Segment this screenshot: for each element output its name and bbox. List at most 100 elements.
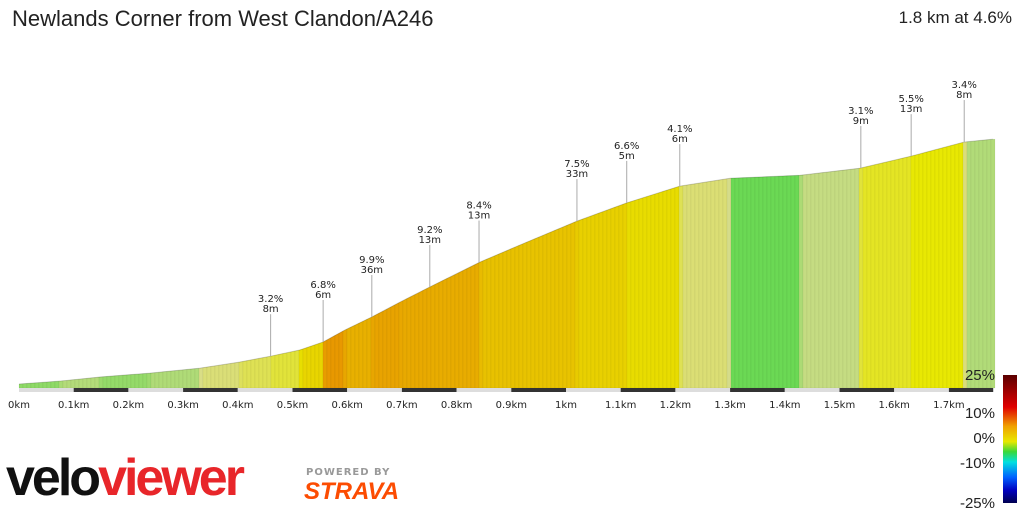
profile-slice xyxy=(962,141,968,389)
x-tick-label: 0.7km xyxy=(386,400,417,411)
powered-by-label: POWERED BY xyxy=(306,467,391,478)
profile-slice xyxy=(110,375,116,389)
profile-slice xyxy=(862,166,868,389)
profile-slice xyxy=(922,151,928,389)
profile-slice xyxy=(246,359,252,389)
profile-slice xyxy=(126,374,132,389)
profile-slice xyxy=(46,381,52,389)
profile-slice xyxy=(278,353,284,389)
profile-slice xyxy=(414,292,420,389)
profile-slice xyxy=(430,283,436,389)
x-tick-label: 0.2km xyxy=(113,400,144,411)
profile-slice xyxy=(514,245,520,389)
profile-slice xyxy=(582,217,588,389)
annotation-grade: 4.1% xyxy=(667,124,692,135)
profile-slice xyxy=(510,246,516,389)
profile-slice xyxy=(42,381,48,389)
profile-slice xyxy=(342,328,348,389)
page-title: Newlands Corner from West Clandon/A246 xyxy=(12,6,434,31)
profile-slice xyxy=(262,356,268,389)
strava-logo: STRAVA xyxy=(304,478,400,505)
profile-slice xyxy=(990,138,996,389)
profile-slice xyxy=(618,203,624,389)
x-tick-label: 1.6km xyxy=(878,400,909,411)
profile-slice xyxy=(570,221,576,389)
profile-slice xyxy=(418,290,424,389)
profile-slice xyxy=(730,177,736,389)
profile-slice xyxy=(750,176,756,389)
profile-slice xyxy=(226,363,232,389)
x-tick-label: 0.4km xyxy=(222,400,253,411)
x-tick-label: 1.7km xyxy=(933,400,964,411)
profile-slice xyxy=(838,169,844,389)
profile-slice xyxy=(350,324,356,389)
profile-slice xyxy=(154,371,160,389)
annotation-grade: 7.5% xyxy=(564,159,589,170)
profile-slice xyxy=(78,378,84,389)
profile-slice xyxy=(378,310,384,389)
x-tick-label: 0.3km xyxy=(167,400,198,411)
profile-slice xyxy=(934,148,940,389)
legend-label: 25% xyxy=(965,367,995,384)
profile-slice xyxy=(234,361,240,389)
profile-slice xyxy=(150,372,156,389)
profile-slice xyxy=(866,165,872,389)
profile-slice xyxy=(946,145,952,389)
profile-slice xyxy=(678,185,684,389)
annotation-grade: 6.8% xyxy=(310,280,335,291)
profile-slice xyxy=(58,380,64,389)
climb-summary: 1.8 km at 4.6% xyxy=(898,8,1012,27)
axis-segment xyxy=(620,388,676,392)
profile-slice xyxy=(282,352,288,389)
profile-slice xyxy=(370,314,376,389)
profile-slice xyxy=(450,274,456,389)
profile-slice xyxy=(462,268,468,389)
profile-slice xyxy=(762,176,768,389)
legend-label: -25% xyxy=(960,495,995,512)
x-tick-label: 0.1km xyxy=(58,400,89,411)
profile-outline xyxy=(18,138,994,385)
profile-slice xyxy=(770,176,776,389)
profile-slice xyxy=(478,260,484,389)
profile-slice xyxy=(398,300,404,389)
profile-slice xyxy=(870,164,876,389)
profile-slice xyxy=(422,287,428,389)
profile-slice xyxy=(138,373,144,389)
profile-slice xyxy=(630,199,636,389)
profile-slice xyxy=(54,380,60,389)
profile-slice xyxy=(554,228,560,389)
x-tick-label: 1.3km xyxy=(714,400,745,411)
profile-slice xyxy=(90,377,96,389)
profile-slice xyxy=(346,326,352,389)
axis-segment xyxy=(183,388,238,392)
profile-slice xyxy=(86,377,92,389)
veloviewer-logo: veloviewer xyxy=(6,448,245,508)
profile-slice xyxy=(386,306,392,389)
x-tick-label: 0.8km xyxy=(441,400,472,411)
profile-slice xyxy=(438,280,444,389)
x-tick-label: 0.6km xyxy=(331,400,362,411)
profile-slice xyxy=(662,189,668,389)
profile-slice xyxy=(210,365,216,389)
profile-slice xyxy=(982,139,988,389)
profile-slice xyxy=(482,258,488,389)
profile-slice xyxy=(434,282,440,389)
annotation-grade: 9.2% xyxy=(417,225,442,236)
axis-segment xyxy=(73,388,129,392)
profile-slice xyxy=(950,144,956,389)
profile-slice xyxy=(410,294,416,389)
profile-slice xyxy=(850,168,856,389)
annotation-grade: 8.4% xyxy=(466,201,491,212)
profile-slice xyxy=(322,339,328,389)
profile-slice xyxy=(218,364,224,389)
profile-slice xyxy=(622,202,628,389)
profile-slice xyxy=(178,369,184,389)
profile-slice xyxy=(142,373,148,389)
profile-slice xyxy=(530,238,536,389)
profile-slice xyxy=(878,162,884,389)
profile-slice xyxy=(654,192,660,389)
profile-slice xyxy=(698,182,704,389)
profile-slice xyxy=(806,173,812,389)
profile-slice xyxy=(34,382,40,389)
